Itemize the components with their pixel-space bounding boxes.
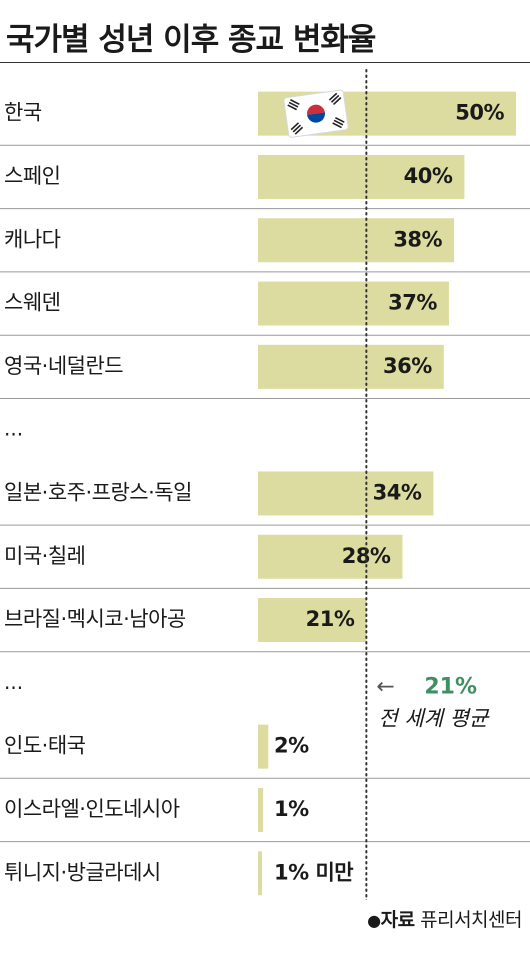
data-label: 40% [404, 164, 453, 188]
category-label: 영국·네덜란드 [4, 354, 123, 378]
category-label: 스페인 [4, 164, 60, 188]
world-average-label: 전 세계 평균 [378, 706, 490, 730]
bar [258, 534, 403, 579]
bar [258, 851, 262, 896]
data-label: 21% [306, 607, 355, 631]
bar [258, 598, 367, 643]
data-label: 37% [388, 291, 437, 315]
bar [258, 344, 444, 389]
ellipsis-row-label: ... [4, 417, 23, 441]
category-label: 미국·칠레 [4, 544, 85, 568]
source-name: 퓨리서치센터 [420, 909, 522, 931]
category-label: 캐나다 [4, 227, 61, 251]
left-arrow-icon: ← [376, 674, 394, 699]
data-label: 36% [383, 354, 432, 378]
data-label: 2% [274, 734, 309, 758]
source-note: ●자료 퓨리서치센터 [367, 905, 522, 932]
category-label: 이스라엘·인도네시아 [4, 797, 180, 821]
bar [258, 154, 465, 199]
category-label: 한국 [4, 101, 42, 125]
data-label: 50% [455, 101, 504, 125]
data-label: 34% [373, 480, 422, 504]
bar-chart: 한국 50% 스페인 40% 캐나다 38% 스웨덴 37% 영국·네덜란드 36%... 일본·호… [0, 69, 530, 900]
bar [258, 724, 269, 769]
bar [258, 281, 449, 326]
title-divider [0, 62, 530, 63]
bar [258, 471, 434, 516]
data-label: 1% [274, 797, 309, 821]
category-label: 스웨덴 [4, 291, 60, 315]
world-average-value: 21% [424, 674, 477, 699]
korea-flag-icon [283, 89, 349, 138]
category-label: 브라질·멕시코·남아공 [4, 607, 186, 631]
category-label: 튀니지·방글라데시 [4, 860, 161, 884]
chart-title: 국가별 성년 이후 종교 변화율 [6, 22, 376, 58]
data-label: 1% 미만 [274, 860, 353, 884]
category-label: 일본·호주·프랑스·독일 [4, 480, 192, 504]
bar [258, 218, 455, 263]
category-label: 인도·태국 [4, 734, 86, 758]
source-label: 자료 [380, 909, 415, 931]
data-label: 38% [393, 227, 442, 251]
source-bullet-icon: ● [367, 911, 381, 930]
bar [258, 787, 264, 832]
ellipsis-row-label: ... [4, 670, 23, 694]
